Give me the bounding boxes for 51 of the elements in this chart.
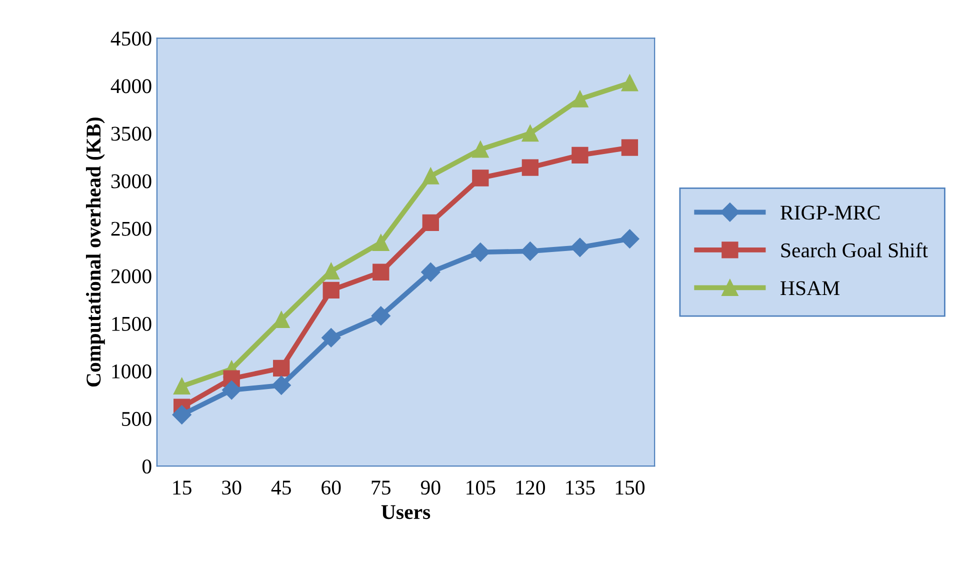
- point: [273, 311, 290, 328]
- point: [572, 146, 588, 164]
- point: [522, 124, 539, 142]
- point: [273, 360, 290, 376]
- y-tick-label: 2000: [111, 269, 152, 284]
- point: [422, 214, 439, 232]
- point: [422, 168, 439, 184]
- y-tick-label: 2500: [111, 222, 152, 236]
- point: [572, 90, 588, 108]
- x-tick-label: 135: [566, 480, 595, 495]
- y-tick-label: 1500: [112, 316, 152, 331]
- y-tick-label: 4000: [110, 79, 152, 94]
- point: [570, 238, 590, 257]
- x-tick-label: 60: [322, 480, 341, 495]
- point: [621, 139, 638, 156]
- x-tick-label: 30: [222, 480, 242, 495]
- point: [470, 242, 490, 262]
- point: [620, 229, 640, 248]
- x-tick-label: 105: [466, 480, 496, 495]
- y-axis-title: Computational overhead (KB): [86, 118, 105, 387]
- point: [371, 306, 390, 326]
- point: [322, 282, 340, 299]
- legend-label: Search Goal Shift: [781, 242, 928, 258]
- legend-label: RIGP-MRC: [780, 206, 880, 220]
- x-tick-label: 45: [271, 480, 291, 495]
- y-tick-label: 500: [122, 412, 152, 426]
- point: [322, 328, 341, 348]
- legend-label: HSAM: [780, 281, 840, 296]
- point: [272, 376, 291, 395]
- point: [472, 141, 489, 158]
- point: [421, 262, 440, 282]
- x-axis-title: Users: [381, 505, 430, 520]
- y-tick-label: 3000: [111, 174, 152, 188]
- point: [172, 405, 192, 424]
- point: [222, 380, 242, 400]
- y-tick-label: 3500: [111, 126, 152, 141]
- x-tick-label: 75: [372, 480, 390, 495]
- y-tick-label: 0: [142, 459, 152, 474]
- x-tick-label: 90: [420, 480, 440, 495]
- x-tick-label: 120: [516, 480, 546, 495]
- point: [522, 159, 539, 176]
- point: [520, 242, 540, 261]
- point: [372, 234, 390, 251]
- y-tick-label: 1000: [112, 364, 152, 378]
- point: [372, 264, 390, 280]
- point: [173, 378, 190, 395]
- x-tick-label: 150: [616, 480, 645, 495]
- x-tick-label: 15: [173, 480, 192, 495]
- point: [472, 170, 489, 186]
- point: [621, 74, 638, 92]
- y-tick-label: 4500: [110, 32, 152, 46]
